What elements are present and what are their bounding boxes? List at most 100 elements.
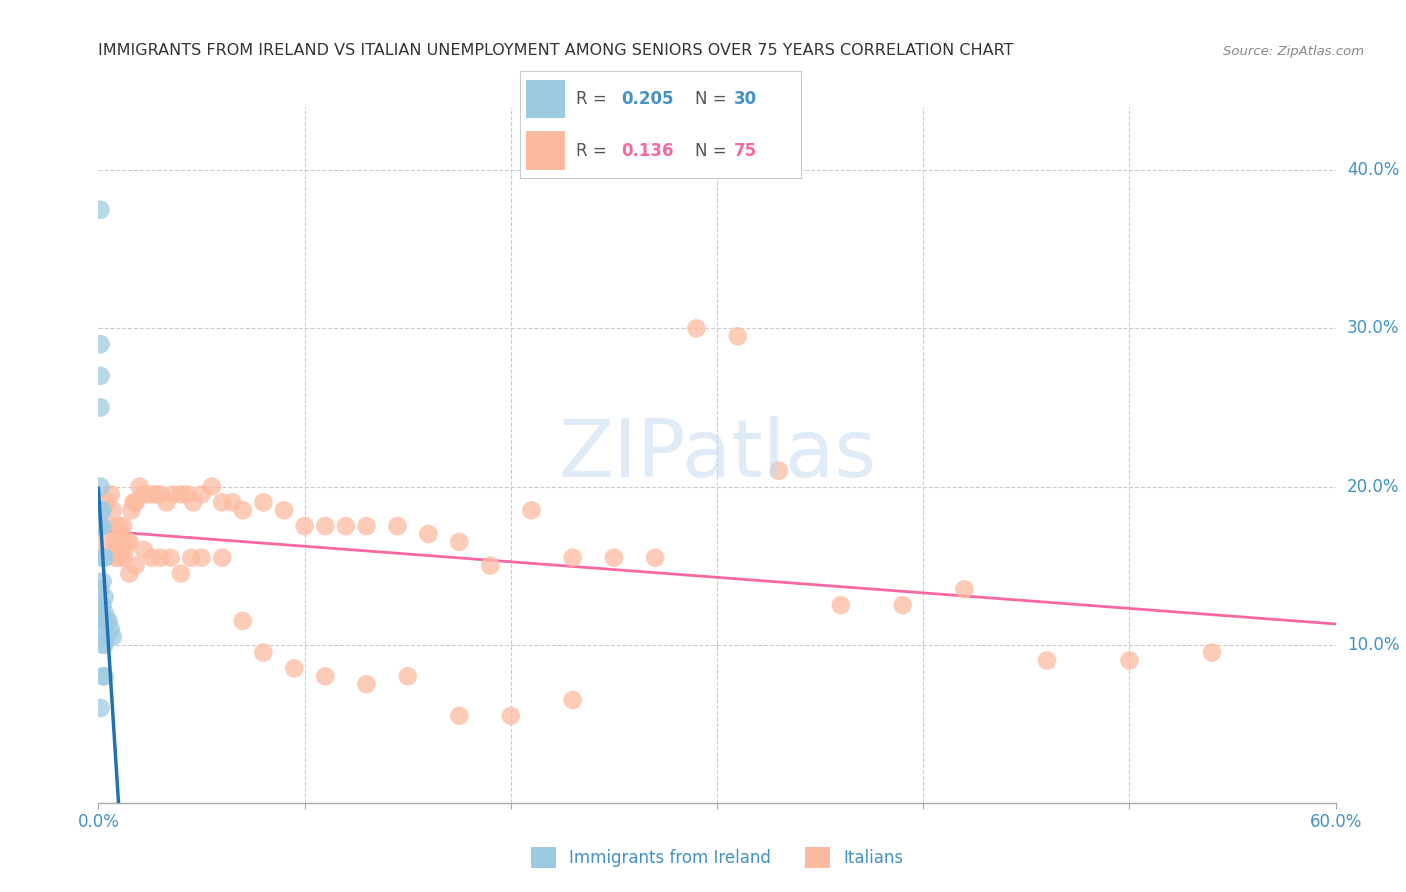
Point [201,479,224,493]
Point [418,527,440,541]
Point [181,495,204,509]
Point [232,503,254,517]
Point [91,669,114,683]
Text: 0.136: 0.136 [621,142,673,160]
Point [104,550,127,565]
Point [603,550,626,565]
Point [93,606,115,620]
Point [727,329,749,343]
FancyBboxPatch shape [526,80,565,119]
Point [97,614,120,628]
Point [93,669,115,683]
Point [120,503,142,517]
Point [499,708,522,723]
Point [89,598,111,612]
Point [283,661,305,675]
Point [387,519,409,533]
Point [89,337,111,351]
Point [93,614,115,628]
Point [104,534,127,549]
Point [155,495,177,509]
Point [159,550,181,565]
FancyBboxPatch shape [526,131,565,169]
Point [89,503,111,517]
Point [449,534,471,549]
Point [112,519,135,533]
Point [211,495,233,509]
Point [117,534,139,549]
Point [108,519,131,533]
Point [139,487,162,501]
Point [118,566,141,581]
Point [96,495,118,509]
Point [190,487,212,501]
Text: 30: 30 [734,90,756,108]
Point [114,542,136,557]
Point [252,646,274,660]
Point [124,558,146,573]
Point [89,401,111,415]
Point [91,622,114,636]
Point [561,550,583,565]
Point [221,495,243,509]
Point [100,622,122,636]
Point [91,503,114,517]
Point [93,591,115,605]
Point [162,487,184,501]
Point [91,598,114,612]
Text: 0.205: 0.205 [621,90,673,108]
Point [89,202,111,217]
Point [132,542,155,557]
Text: N =: N = [695,142,725,160]
Point [89,582,111,597]
Point [93,550,115,565]
Point [132,487,155,501]
Point [1201,646,1223,660]
Point [101,503,124,517]
Point [91,638,114,652]
Text: 30.0%: 30.0% [1347,319,1399,337]
Text: R =: R = [576,142,607,160]
Point [891,598,914,612]
Point [91,574,114,589]
Text: Source: ZipAtlas.com: Source: ZipAtlas.com [1223,45,1364,58]
Text: 40.0%: 40.0% [1347,161,1399,179]
Point [294,519,316,533]
Point [91,519,114,533]
Point [232,614,254,628]
Text: N =: N = [695,90,725,108]
Point [108,550,131,565]
Point [93,638,115,652]
Point [314,669,336,683]
Point [122,495,145,509]
Point [356,519,378,533]
Point [96,614,118,628]
Point [97,519,120,533]
Point [170,487,193,501]
Point [520,503,543,517]
Text: 75: 75 [734,142,756,160]
Point [124,495,146,509]
Point [91,614,114,628]
Point [685,321,707,335]
Point [273,503,295,517]
Point [89,479,111,493]
Point [170,566,193,581]
Point [830,598,852,612]
Point [314,519,336,533]
Point [91,550,114,565]
Text: IMMIGRANTS FROM IRELAND VS ITALIAN UNEMPLOYMENT AMONG SENIORS OVER 75 YEARS CORR: IMMIGRANTS FROM IRELAND VS ITALIAN UNEMP… [98,43,1014,58]
Point [149,487,172,501]
Point [356,677,378,691]
Point [180,550,202,565]
Point [953,582,976,597]
Legend: Immigrants from Ireland, Italians: Immigrants from Ireland, Italians [524,841,910,874]
Point [118,534,141,549]
Text: 20.0%: 20.0% [1347,477,1399,496]
Point [1118,653,1140,667]
Point [105,542,128,557]
Point [145,487,167,501]
Text: R =: R = [576,90,607,108]
Point [141,550,163,565]
Point [252,495,274,509]
